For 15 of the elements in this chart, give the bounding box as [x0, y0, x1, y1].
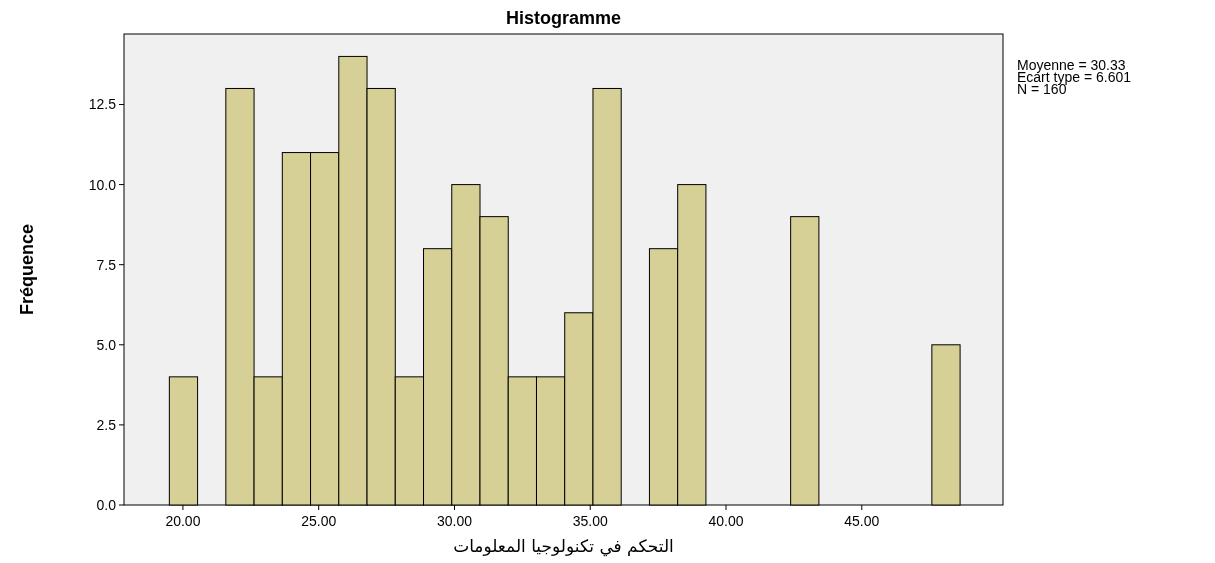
- y-axis-title: Fréquence: [17, 223, 37, 316]
- y-tick-label: 12.5: [88, 96, 117, 113]
- chart-title: Histogramme: [505, 8, 622, 28]
- x-tick-label: 30.00: [436, 513, 473, 529]
- y-tick-label: 10.0: [88, 176, 117, 193]
- x-tick-label: 25.00: [301, 513, 337, 529]
- x-tick-label: 40.00: [708, 513, 744, 529]
- x-tick-label: 45.00: [844, 513, 880, 529]
- x-tick-label: 20.00: [165, 513, 201, 529]
- x-tick-label: 35.00: [572, 513, 608, 529]
- y-tick-label: 5.0: [96, 336, 117, 353]
- y-tick-label: 2.5: [96, 416, 117, 433]
- y-tick-label: 7.5: [96, 256, 117, 273]
- y-tick-label: 0.0: [96, 497, 117, 513]
- x-axis-title: التحكم في تكنولوجيا المعلومات: [453, 536, 674, 557]
